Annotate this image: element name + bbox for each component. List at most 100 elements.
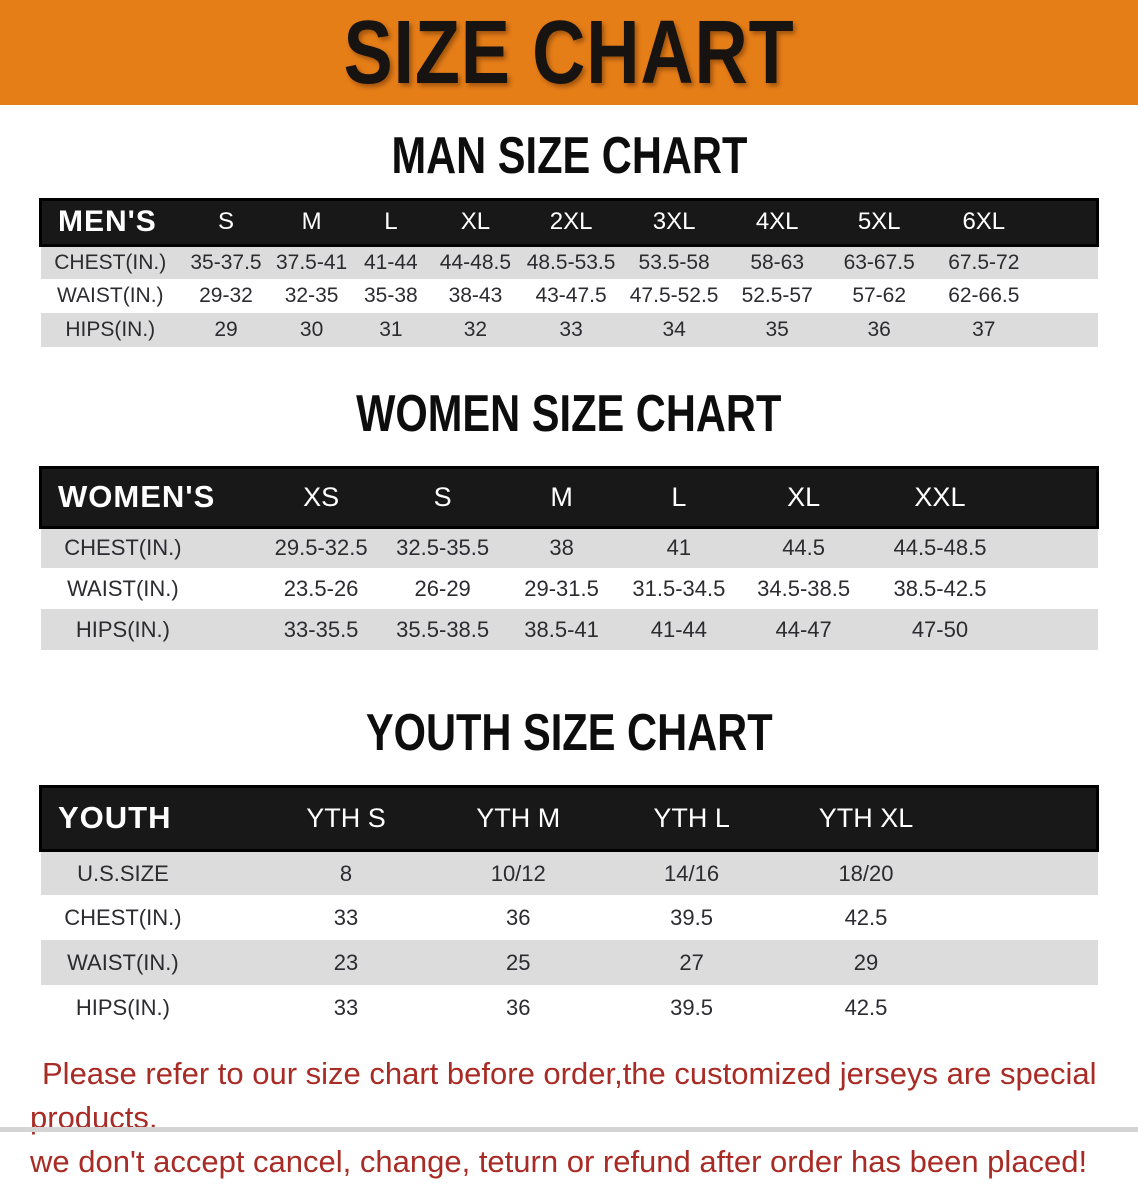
bottom-edge-line <box>0 1127 1138 1132</box>
measurement-value: 10/12 <box>490 860 546 886</box>
table-corner-label: MEN'S <box>40 199 181 246</box>
women-section-title: WOMEN SIZE CHART <box>0 387 1138 442</box>
measurement-value: 38-43 <box>448 284 503 308</box>
row-label: WAIST(IN.) <box>67 949 179 975</box>
measurement-value: 44.5 <box>782 535 826 561</box>
measurement-value: 57-62 <box>852 284 907 308</box>
measurement-value: 31 <box>379 318 403 342</box>
measurement-row-ussize: U.S.SIZE 8 10/12 14/16 18/20 <box>40 850 1098 896</box>
size-column-header: XXL <box>869 467 1011 528</box>
size-chart-banner: SIZE CHART <box>0 0 1138 105</box>
size-column-header: XL <box>430 199 521 246</box>
row-label: HIPS(IN.) <box>65 318 156 342</box>
size-column-header: XS <box>260 467 382 528</box>
measurement-value: 38.5-41 <box>524 616 599 642</box>
header-spacer-cell <box>953 786 1098 851</box>
measurement-value: 27 <box>679 949 704 975</box>
size-column-header: 4XL <box>726 199 828 246</box>
measurement-value: 39.5 <box>670 904 713 930</box>
row-spacer-cell <box>1011 609 1098 650</box>
measurement-value: 26-29 <box>414 575 471 601</box>
measurement-value: 35-37.5 <box>190 250 262 274</box>
measurement-value: 37 <box>972 318 996 342</box>
measurement-value: 43-47.5 <box>535 284 607 308</box>
men-size-table: MEN'S S M L XL 2XL 3XL 4XL 5XL 6XL CHEST(IN.) 35-37… <box>39 198 1099 348</box>
disclaimer: Please refer to our size chart before or… <box>0 1052 1138 1184</box>
youth-section-title-text: YOUTH SIZE CHART <box>365 704 773 763</box>
measurement-value: 33 <box>559 318 583 342</box>
measurement-row-waistin: WAIST(IN.) 29-32 32-35 35-38 38-43 43-47.5 47.… <box>40 279 1098 314</box>
row-spacer-cell <box>954 895 1098 940</box>
measurement-value: 32 <box>463 318 488 342</box>
measurement-value: 37.5-41 <box>275 250 348 274</box>
row-spacer-cell <box>1011 568 1098 609</box>
measurement-value: 14/16 <box>664 860 720 886</box>
measurement-value: 41-44 <box>364 250 418 274</box>
row-spacer-cell <box>1037 245 1097 279</box>
size-column-header: YTH L <box>604 786 779 851</box>
row-label: WAIST(IN.) <box>67 575 179 601</box>
measurement-value: 67.5-72 <box>948 250 1020 274</box>
measurement-value: 31.5-34.5 <box>632 575 726 601</box>
measurement-value: 23 <box>333 949 359 975</box>
table-corner-label: YOUTH <box>40 786 261 851</box>
measurement-value: 34.5-38.5 <box>757 575 851 601</box>
measurement-value: 29.5-32.5 <box>274 535 368 561</box>
measurement-value: 29-31.5 <box>524 575 599 601</box>
men-section-title: MAN SIZE CHART <box>0 129 1138 184</box>
measurement-value: 41-44 <box>650 616 708 642</box>
size-column-header: S <box>180 199 272 246</box>
row-spacer-cell <box>954 850 1098 895</box>
size-column-header: S <box>381 467 504 528</box>
measurement-value: 29 <box>853 949 879 975</box>
row-spacer-cell <box>1011 527 1098 568</box>
measurement-value: 36 <box>505 994 531 1020</box>
size-column-header: M <box>503 467 620 528</box>
measurement-row-chestin: CHEST(IN.) 33 36 39.5 42.5 <box>40 895 1098 941</box>
measurement-value: 25 <box>505 949 531 975</box>
measurement-row-chestin: CHEST(IN.) 29.5-32.5 32.5-35.5 38 41 44.5 44.5… <box>40 527 1098 569</box>
measurement-value: 18/20 <box>838 860 894 886</box>
size-column-header: L <box>619 467 739 528</box>
row-label: CHEST(IN.) <box>64 904 182 930</box>
measurement-value: 32.5-35.5 <box>396 535 490 561</box>
header-spacer-cell <box>1037 199 1098 246</box>
measurement-value: 42.5 <box>844 994 888 1020</box>
women-size-table: WOMEN'S XS S M L XL XXL CHEST(IN.) 29.5-32.5 32.5… <box>39 466 1099 651</box>
measurement-value: 35 <box>765 318 789 342</box>
youth-section-title: YOUTH SIZE CHART <box>0 706 1138 761</box>
row-label: HIPS(IN.) <box>75 616 170 642</box>
measurement-value: 36 <box>867 318 891 342</box>
size-table-header-row: WOMEN'S XS S M L XL XXL <box>40 467 1098 528</box>
size-column-header: YTH M <box>431 786 605 851</box>
banner-title: SIZE CHART <box>343 2 795 103</box>
size-table-header-row: MEN'S S M L XL 2XL 3XL 4XL 5XL 6XL <box>40 199 1098 246</box>
measurement-value: 62-66.5 <box>948 284 1020 308</box>
size-column-header: 3XL <box>621 199 727 246</box>
measurement-row-waistin: WAIST(IN.) 23.5-26 26-29 29-31.5 31.5-34.5 34… <box>40 568 1098 610</box>
row-spacer-cell <box>1037 279 1097 313</box>
row-label: CHEST(IN.) <box>54 250 167 274</box>
measurement-value: 52.5-57 <box>741 284 813 308</box>
row-label: WAIST(IN.) <box>56 284 164 308</box>
women-section: WOMEN SIZE CHART WOMEN'S XS S M L XL XXL CHEST(… <box>0 387 1138 651</box>
youth-size-table: YOUTH YTH S YTH M YTH L YTH XL U.S.SIZE 8 10/12… <box>39 785 1099 1031</box>
measurement-value: 29 <box>214 318 238 342</box>
size-column-header: 5XL <box>827 199 931 246</box>
measurement-value: 42.5 <box>844 904 888 930</box>
header-spacer-cell <box>1010 467 1098 528</box>
row-label: U.S.SIZE <box>77 860 169 886</box>
measurement-value: 44-47 <box>775 616 832 642</box>
measurement-value: 44-48.5 <box>439 250 512 274</box>
size-column-header: XL <box>738 467 870 528</box>
measurement-value: 35.5-38.5 <box>396 616 490 642</box>
women-section-title-text: WOMEN SIZE CHART <box>356 385 782 444</box>
row-label: HIPS(IN.) <box>75 994 170 1020</box>
measurement-value: 47-50 <box>911 616 969 642</box>
measurement-value: 33 <box>333 904 359 930</box>
measurement-value: 36 <box>505 904 531 930</box>
measurement-row-hipsin: HIPS(IN.) 29 30 31 32 33 34 35 36 37 <box>40 313 1098 348</box>
row-spacer-cell <box>954 985 1098 1030</box>
measurement-value: 38.5-42.5 <box>893 575 987 601</box>
measurement-value: 33-35.5 <box>283 616 359 642</box>
